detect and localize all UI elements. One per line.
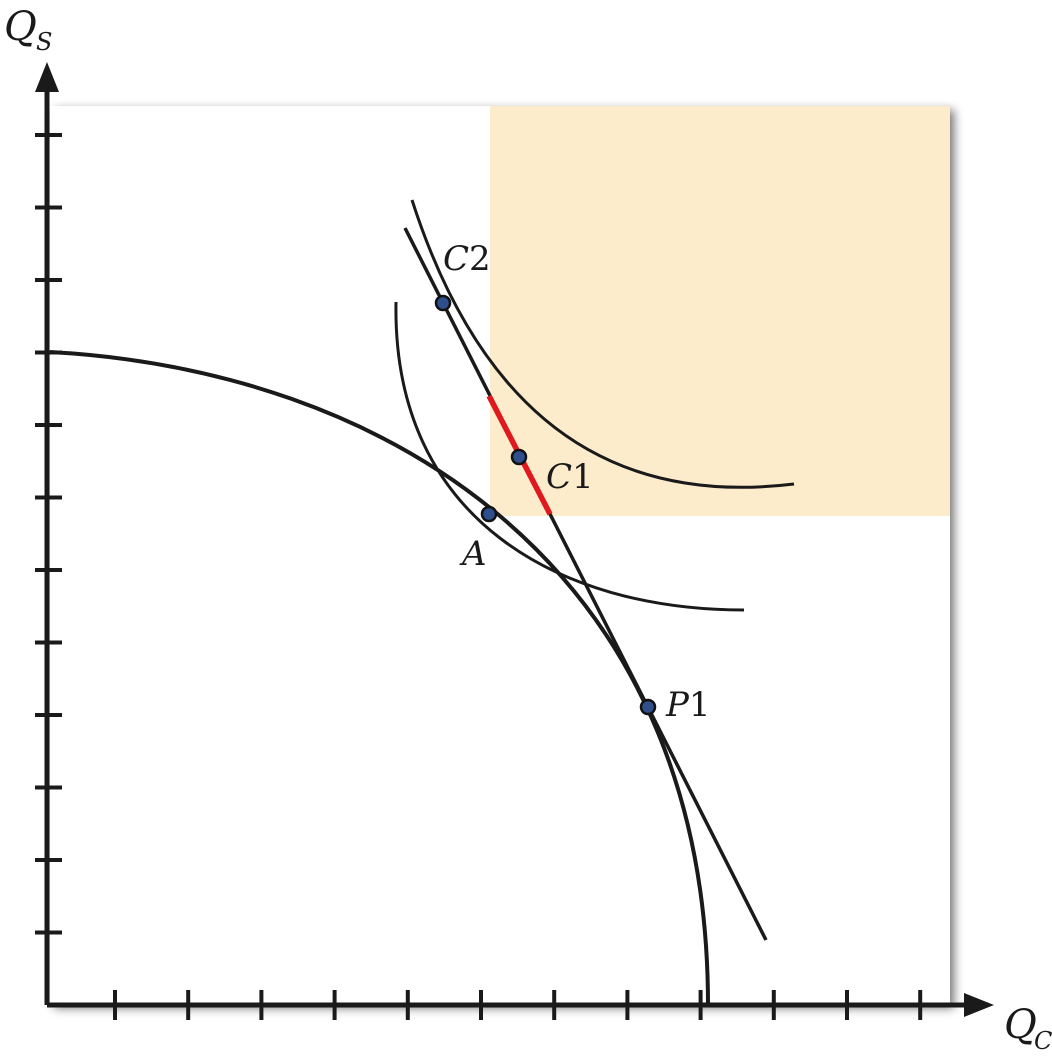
label-a: A bbox=[459, 534, 487, 574]
x-axis-arrow bbox=[964, 993, 994, 1017]
x-axis-label: Q bbox=[1004, 1002, 1037, 1048]
y-axis bbox=[35, 62, 59, 1005]
label-p1: P1 bbox=[665, 685, 711, 725]
x-axis-ticks bbox=[113, 990, 923, 1020]
production-possibility-frontier bbox=[49, 350, 710, 1006]
indifference-curve-low bbox=[394, 301, 745, 612]
point-a bbox=[480, 505, 498, 523]
label-c2: C2 bbox=[443, 239, 491, 279]
y-axis-label: Q bbox=[4, 4, 37, 50]
y-axis-subscript: S bbox=[36, 28, 52, 56]
y-axis-arrow bbox=[35, 62, 59, 92]
point-c2 bbox=[434, 294, 452, 312]
label-c1: C1 bbox=[546, 457, 594, 497]
x-axis-subscript: C bbox=[1034, 1027, 1052, 1055]
trade-line bbox=[403, 227, 768, 941]
shaded-region bbox=[490, 106, 950, 516]
x-axis bbox=[47, 993, 994, 1017]
point-p1 bbox=[639, 698, 657, 716]
indifference-curve-high bbox=[410, 199, 795, 489]
y-axis-ticks bbox=[35, 133, 62, 935]
point-c1 bbox=[510, 448, 528, 466]
